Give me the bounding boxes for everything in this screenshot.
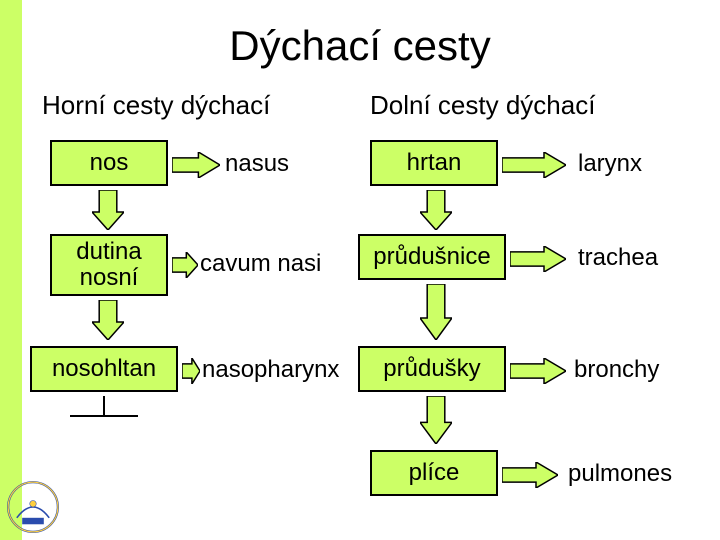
left-term-box: dutinanosní bbox=[50, 234, 168, 296]
arrow-down-icon bbox=[420, 396, 452, 444]
page-title: Dýchací cesty bbox=[0, 22, 720, 70]
left-term-box: nos bbox=[50, 140, 168, 186]
arrow-right-icon bbox=[182, 358, 200, 384]
left-accent-bar bbox=[0, 0, 22, 540]
subheading-left: Horní cesty dýchací bbox=[42, 90, 270, 121]
right-latin-label: larynx bbox=[578, 150, 642, 178]
arrow-down-icon bbox=[92, 300, 124, 340]
arrow-down-icon bbox=[420, 284, 452, 340]
right-term-box: hrtan bbox=[370, 140, 498, 186]
arrow-right-icon bbox=[172, 252, 198, 278]
arrow-right-icon bbox=[510, 246, 566, 272]
right-latin-label: bronchy bbox=[574, 356, 659, 384]
right-term-box: plíce bbox=[370, 450, 498, 496]
right-latin-label: pulmones bbox=[568, 460, 672, 488]
institution-logo bbox=[6, 480, 60, 534]
right-term-box: průdušky bbox=[358, 346, 506, 392]
arrow-down-icon bbox=[92, 190, 124, 230]
arrow-right-icon bbox=[502, 462, 558, 488]
arrow-down-icon bbox=[420, 190, 452, 230]
arrow-right-icon bbox=[172, 152, 220, 178]
left-latin-label: nasus bbox=[225, 150, 289, 178]
arrow-right-icon bbox=[502, 152, 566, 178]
left-latin-label: nasopharynx bbox=[202, 356, 339, 384]
left-term-box: nosohltan bbox=[30, 346, 178, 392]
subheading-right: Dolní cesty dýchací bbox=[370, 90, 595, 121]
left-terminator-line bbox=[70, 396, 138, 424]
right-latin-label: trachea bbox=[578, 244, 658, 272]
right-term-box: průdušnice bbox=[358, 234, 506, 280]
arrow-right-icon bbox=[510, 358, 566, 384]
left-latin-label: cavum nasi bbox=[200, 250, 321, 278]
